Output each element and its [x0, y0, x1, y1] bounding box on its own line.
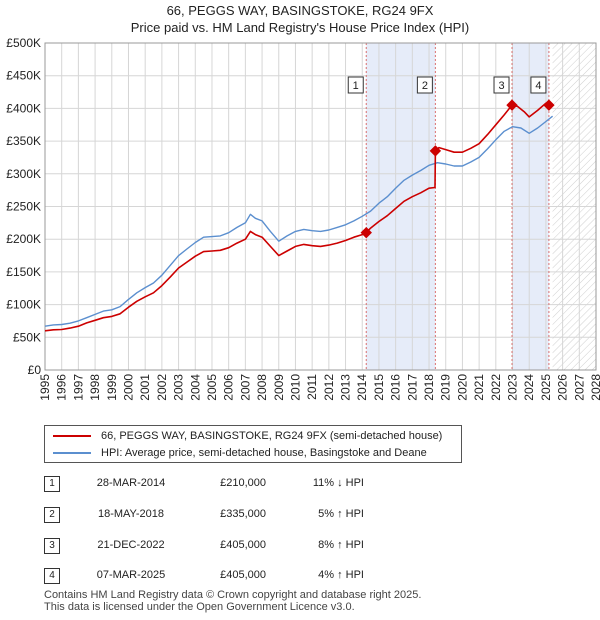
transaction-badge: 2 — [44, 507, 60, 523]
sale-label-number: 3 — [498, 80, 504, 92]
x-tick-label: 2000 — [121, 374, 135, 401]
sale-point — [506, 99, 518, 111]
y-tick-label: £400K — [6, 101, 41, 115]
x-tick-label: 1999 — [105, 374, 119, 401]
transaction-badge: 3 — [44, 538, 60, 554]
footer-line: This data is licensed under the Open Gov… — [44, 601, 355, 613]
x-tick-label: 2012 — [322, 374, 336, 401]
x-tick-label: 2028 — [589, 374, 600, 401]
x-tick-label: 2020 — [455, 374, 469, 401]
x-tick-label: 2026 — [556, 374, 570, 401]
y-tick-label: £0 — [28, 363, 42, 377]
y-tick-label: £150K — [6, 265, 41, 279]
transaction-hpi-delta: 8% ↑ HPI — [318, 539, 364, 551]
x-tick-label: 2019 — [439, 374, 453, 401]
y-tick-label: £350K — [6, 134, 41, 148]
plot-frame — [44, 42, 597, 371]
transaction-badge: 4 — [44, 568, 60, 584]
transaction-row: 1 28-MAR-2014 £210,000 11% ↓ HPI — [44, 476, 464, 494]
x-tick-label: 1996 — [55, 374, 69, 401]
sale-point — [429, 145, 442, 157]
transaction-price: £335,000 — [220, 508, 266, 520]
x-tick-label: 1998 — [88, 374, 102, 401]
x-tick-label: 1997 — [71, 374, 85, 401]
x-tick-label: 2015 — [372, 374, 386, 401]
footer-line: Contains HM Land Registry data © Crown c… — [44, 589, 422, 601]
x-tick-label: 2005 — [205, 374, 219, 401]
sale-label-box — [493, 76, 510, 94]
transaction-hpi-delta: 11% ↓ HPI — [312, 477, 364, 489]
chart-title: 66, PEGGS WAY, BASINGSTOKE, RG24 9FX — [166, 3, 434, 18]
legend-item-hpi: HPI: Average price, semi-detached house,… — [53, 445, 427, 461]
legend-swatch-property — [53, 435, 91, 437]
x-tick-label: 2023 — [506, 374, 520, 401]
y-tick-label: £450K — [6, 69, 41, 83]
legend-item-property: 66, PEGGS WAY, BASINGSTOKE, RG24 9FX (se… — [53, 428, 442, 444]
y-tick-label: £500K — [6, 36, 41, 50]
y-tick-label: £100K — [6, 298, 41, 312]
sale-label-number: 4 — [535, 80, 541, 92]
property-series-line — [44, 102, 550, 332]
x-tick-label: 2027 — [572, 374, 586, 401]
transaction-row: 3 21-DEC-2022 £405,000 8% ↑ HPI — [44, 538, 464, 556]
x-tick-label: 2002 — [155, 374, 169, 401]
x-tick-label: 2017 — [405, 374, 419, 401]
transaction-row: 2 18-MAY-2018 £335,000 5% ↑ HPI — [44, 507, 464, 525]
x-tick-label: 2025 — [539, 374, 553, 401]
x-tick-label: 2008 — [255, 374, 269, 401]
transaction-hpi-delta: 4% ↑ HPI — [318, 569, 364, 581]
sale-label-number: 1 — [353, 80, 359, 92]
transaction-price: £405,000 — [220, 539, 266, 551]
x-tick-label: 2010 — [288, 374, 302, 401]
y-tick-label: £300K — [6, 167, 41, 181]
transaction-hpi-delta: 5% ↑ HPI — [318, 508, 364, 520]
sale-marker: 4 — [530, 76, 555, 111]
hpi-series-line — [44, 115, 554, 327]
x-tick-label: 1995 — [38, 374, 52, 401]
transaction-date: 21-DEC-2022 — [97, 539, 165, 551]
chart-subtitle: Price paid vs. HM Land Registry's House … — [130, 20, 470, 35]
x-tick-label: 2003 — [172, 374, 186, 401]
transaction-price: £405,000 — [220, 569, 266, 581]
x-tick-label: 2011 — [305, 374, 319, 400]
x-tick-label: 2022 — [489, 374, 503, 401]
sale-marker: 1 — [347, 76, 372, 239]
sale-marker: 3 — [493, 76, 518, 111]
transaction-price: £210,000 — [220, 477, 266, 489]
x-tick-label: 2016 — [389, 374, 403, 401]
sale-label-box — [530, 76, 547, 94]
sale-point — [543, 99, 555, 111]
price-chart: £0 £50K £100K £150K £200K £250K £300K £350K £400… — [6, 36, 600, 401]
x-tick-label: 2024 — [522, 374, 536, 401]
x-tick-label: 2021 — [472, 374, 486, 401]
x-tick-label: 2007 — [238, 374, 252, 401]
legend-label-property: 66, PEGGS WAY, BASINGSTOKE, RG24 9FX (se… — [101, 430, 443, 442]
x-tick-label: 2009 — [272, 374, 286, 401]
sale-label-number: 2 — [422, 80, 428, 92]
transaction-date: 07-MAR-2025 — [96, 569, 166, 581]
x-tick-label: 2014 — [355, 374, 369, 401]
y-tick-label: £200K — [6, 232, 41, 246]
legend: 66, PEGGS WAY, BASINGSTOKE, RG24 9FX (se… — [44, 425, 462, 463]
footer-attribution: Contains HM Land Registry data © Crown c… — [44, 589, 421, 613]
x-tick-label: 2004 — [188, 374, 202, 401]
y-tick-label: £250K — [6, 200, 41, 214]
sale-marker: 2 — [416, 76, 442, 157]
transaction-date: 28-MAR-2014 — [96, 477, 166, 489]
sale-label-box — [416, 76, 433, 94]
transaction-row: 4 07-MAR-2025 £405,000 4% ↑ HPI — [44, 568, 464, 586]
x-tick-label: 2006 — [222, 374, 236, 401]
x-tick-label: 2001 — [138, 374, 152, 401]
y-tick-label: £50K — [13, 330, 41, 344]
legend-swatch-hpi — [53, 452, 91, 454]
sale-label-box — [347, 76, 364, 94]
x-tick-label: 2013 — [339, 374, 353, 401]
sale-point — [360, 226, 372, 239]
legend-label-hpi: HPI: Average price, semi-detached house,… — [101, 447, 427, 459]
transaction-date: 18-MAY-2018 — [97, 508, 165, 520]
transaction-badge: 1 — [44, 476, 60, 492]
x-tick-label: 2018 — [422, 374, 436, 401]
